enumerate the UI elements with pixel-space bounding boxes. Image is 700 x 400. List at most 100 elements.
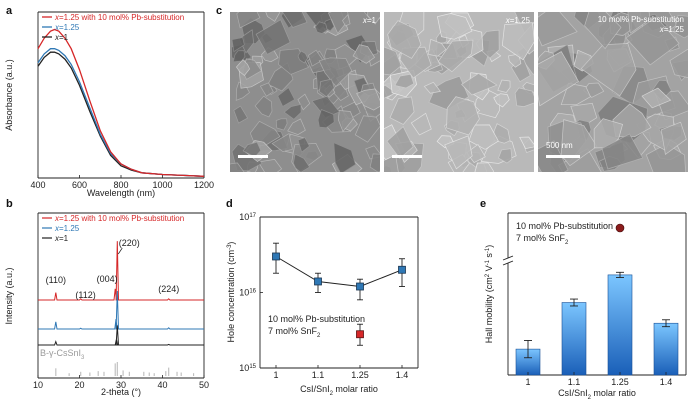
grain xyxy=(333,142,356,172)
x-tick-label: 20 xyxy=(74,380,84,390)
sem-image-x1: x=1 xyxy=(230,12,380,172)
grain xyxy=(446,96,480,136)
grain xyxy=(293,153,311,172)
scale-bar xyxy=(392,155,422,158)
xrd-chart: 10 20 30 40 50 x=1.25 with 10 mol% Pb-substi… xyxy=(4,212,209,397)
grain xyxy=(255,19,291,55)
grain xyxy=(612,103,652,138)
peak-label: (110) xyxy=(46,275,66,285)
hole-concentration-chart: 1 1.1 1.25 1.4 1015 1016 1017 10 mol% Pb-subst… xyxy=(226,212,419,397)
scale-text: 500 nm xyxy=(546,141,573,150)
x-axis-label: 2-theta (°) xyxy=(101,387,141,397)
grain xyxy=(428,38,447,57)
series-line xyxy=(38,290,204,330)
grain xyxy=(660,121,687,156)
peak-label: (220) xyxy=(119,238,140,248)
x-tick-label: 30 xyxy=(116,380,126,390)
series-line xyxy=(37,28,205,177)
grain xyxy=(493,123,511,144)
series-line xyxy=(38,325,204,346)
data-point xyxy=(272,252,280,261)
axis-break-mark xyxy=(502,260,514,266)
grain xyxy=(444,135,473,170)
grain xyxy=(461,72,498,96)
absorbance-chart: 400 600 800 1000 1200 x=1.25 with 10 mol% Pb… xyxy=(4,11,214,198)
grain xyxy=(230,162,245,172)
x-tick-label: 40 xyxy=(157,380,167,390)
y-tick-label: 1015 xyxy=(239,363,256,373)
grain xyxy=(519,136,534,149)
grain xyxy=(275,118,288,131)
panel-label-c: c xyxy=(216,5,222,17)
data-point xyxy=(314,277,322,286)
series-line xyxy=(275,256,403,288)
y-tick-label: 1017 xyxy=(239,212,256,222)
annotation-line-1: 10 mol% Pb-substitution xyxy=(516,221,613,231)
grain xyxy=(580,43,637,97)
grain xyxy=(423,81,442,94)
series-line xyxy=(37,51,205,177)
grain xyxy=(231,37,245,53)
reference-label: B-γ-CsSnI3 xyxy=(40,348,85,361)
grain xyxy=(327,12,350,35)
bar xyxy=(561,302,587,376)
grain xyxy=(437,39,474,73)
grain xyxy=(474,162,495,172)
grain xyxy=(560,119,598,167)
annotation-line-2: 7 mol% SnF2 xyxy=(268,326,321,339)
grain xyxy=(297,93,311,111)
panel-label-b: b xyxy=(6,198,13,210)
peak-pointer xyxy=(117,247,123,255)
grain xyxy=(318,57,353,88)
grain xyxy=(645,143,687,172)
grain xyxy=(367,12,380,25)
x-tick-label: 1000 xyxy=(152,180,172,190)
axis-break-mark xyxy=(502,255,514,261)
x-tick-label: 400 xyxy=(30,180,45,190)
grain xyxy=(283,103,302,120)
grain xyxy=(584,12,622,50)
x-tick-label: 1.1 xyxy=(312,370,325,380)
highlight-point xyxy=(615,223,625,233)
x-tick-label: 1.25 xyxy=(611,377,629,387)
grain xyxy=(501,22,534,61)
panel-label-e: e xyxy=(480,198,486,210)
grain xyxy=(342,13,351,27)
grain xyxy=(389,96,415,125)
data-point xyxy=(398,265,406,274)
sem-label: x=1.25 xyxy=(505,16,530,25)
scale-bar xyxy=(546,155,580,158)
grain xyxy=(514,87,534,107)
sem-texture xyxy=(384,12,534,172)
x-tick-label: 50 xyxy=(199,380,209,390)
panel-label-a: a xyxy=(6,5,13,17)
grain xyxy=(468,124,499,150)
x-tick-label: 1.25 xyxy=(351,370,369,380)
sem-label: 10 mol% Pb-substitution x=1.25 xyxy=(597,15,684,34)
peak-label: (224) xyxy=(158,284,179,294)
series-line xyxy=(37,48,205,177)
grain xyxy=(356,88,380,111)
grain xyxy=(337,110,354,133)
grain xyxy=(641,87,672,109)
x-tick-label: 1 xyxy=(525,377,530,387)
data-point xyxy=(356,282,364,291)
grain xyxy=(319,78,335,98)
annotation-line-2: 7 mol% SnF2 xyxy=(516,233,569,246)
sem-image-x125: x=1.25 xyxy=(384,12,534,172)
grain xyxy=(317,109,335,129)
grain xyxy=(277,87,296,107)
grain xyxy=(436,13,473,40)
x-tick-label: 1 xyxy=(273,370,278,380)
x-tick-label: 1.4 xyxy=(396,370,409,380)
data-point-highlight xyxy=(356,330,364,339)
grain xyxy=(271,133,293,152)
grain xyxy=(236,12,261,29)
grain xyxy=(354,115,380,143)
y-axis-label: Absorbance (a.u.) xyxy=(4,59,14,131)
bar xyxy=(607,274,633,376)
legend-label: x=1.25 xyxy=(54,224,80,233)
y-tick-label: 1016 xyxy=(239,288,256,298)
legend-label: x=1 xyxy=(54,234,69,243)
